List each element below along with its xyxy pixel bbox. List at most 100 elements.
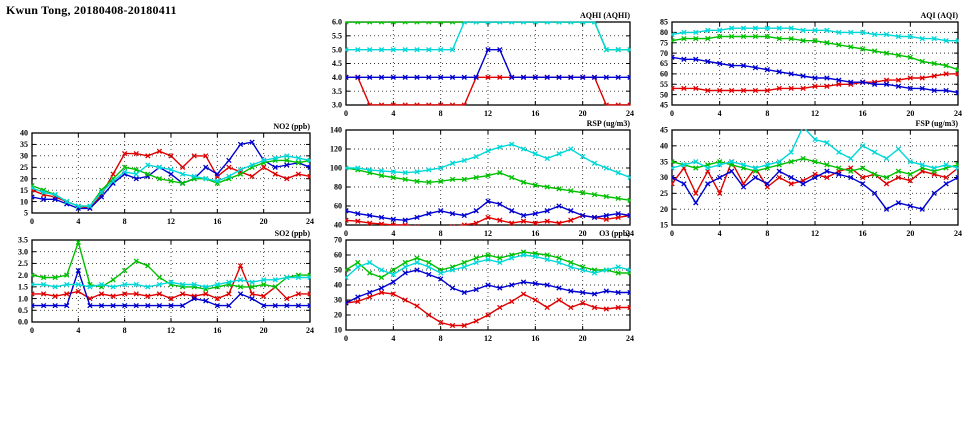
svg-text:3.5: 3.5 bbox=[332, 87, 342, 96]
svg-text:40: 40 bbox=[334, 281, 342, 290]
svg-text:80: 80 bbox=[660, 28, 668, 37]
svg-text:20: 20 bbox=[579, 334, 587, 343]
svg-text:24: 24 bbox=[626, 109, 634, 118]
svg-text:60: 60 bbox=[660, 70, 668, 79]
svg-text:10: 10 bbox=[20, 197, 28, 206]
svg-text:8: 8 bbox=[123, 217, 127, 226]
svg-text:0: 0 bbox=[30, 326, 34, 335]
svg-text:20: 20 bbox=[260, 326, 268, 335]
svg-text:3.0: 3.0 bbox=[332, 101, 342, 110]
svg-text:24: 24 bbox=[626, 334, 634, 343]
svg-text:20: 20 bbox=[334, 311, 342, 320]
svg-text:30: 30 bbox=[20, 152, 28, 161]
svg-text:12: 12 bbox=[167, 217, 175, 226]
svg-text:30: 30 bbox=[334, 296, 342, 305]
svg-text:4.5: 4.5 bbox=[332, 59, 342, 68]
fsp-chart: 15 20 25 30 35 40 45 0 4 8 12 16 20 24 FSP (ug/m3) bbox=[642, 116, 964, 243]
fsp-plot: 15 20 25 30 35 40 45 0 4 8 12 16 20 24 FSP (ug/m3) bbox=[660, 119, 962, 238]
svg-text:4: 4 bbox=[391, 229, 395, 238]
svg-text:16: 16 bbox=[531, 334, 539, 343]
svg-text:5.5: 5.5 bbox=[332, 32, 342, 41]
svg-text:0: 0 bbox=[344, 334, 348, 343]
svg-text:120: 120 bbox=[330, 145, 342, 154]
svg-text:50: 50 bbox=[334, 266, 342, 275]
svg-text:15: 15 bbox=[660, 221, 668, 230]
svg-text:75: 75 bbox=[660, 38, 668, 47]
svg-text:5: 5 bbox=[24, 209, 28, 218]
svg-text:0: 0 bbox=[344, 229, 348, 238]
svg-text:8: 8 bbox=[765, 109, 769, 118]
svg-text:35: 35 bbox=[20, 140, 28, 149]
svg-text:12: 12 bbox=[811, 229, 819, 238]
svg-text:20: 20 bbox=[260, 217, 268, 226]
svg-text:70: 70 bbox=[660, 49, 668, 58]
svg-text:20: 20 bbox=[906, 229, 914, 238]
so2-chart: 0.0 0.5 1.0 1.5 2.0 2.5 3.0 3.5 0 4 8 12 16 20 24 SO2 (… bbox=[2, 226, 316, 340]
svg-text:80: 80 bbox=[334, 183, 342, 192]
svg-text:3.5: 3.5 bbox=[18, 236, 28, 245]
page-title: Kwun Tong, 20180408-20180411 bbox=[6, 3, 177, 17]
svg-text:55: 55 bbox=[660, 80, 668, 89]
svg-text:12: 12 bbox=[811, 109, 819, 118]
svg-text:10: 10 bbox=[334, 326, 342, 335]
svg-text:5.0: 5.0 bbox=[332, 45, 342, 54]
no2-plot: 5 10 15 20 25 30 35 40 0 4 8 12 16 20 24 NO2 (ppb) bbox=[20, 122, 314, 226]
svg-text:25: 25 bbox=[20, 163, 28, 172]
svg-text:0: 0 bbox=[670, 229, 674, 238]
svg-text:4: 4 bbox=[391, 109, 395, 118]
svg-text:40: 40 bbox=[334, 221, 342, 230]
svg-text:2.5: 2.5 bbox=[18, 259, 28, 268]
svg-text:4: 4 bbox=[718, 229, 722, 238]
svg-text:65: 65 bbox=[660, 59, 668, 68]
svg-text:1.5: 1.5 bbox=[18, 283, 28, 292]
svg-text:0: 0 bbox=[670, 109, 674, 118]
svg-text:60: 60 bbox=[334, 202, 342, 211]
svg-text:100: 100 bbox=[330, 164, 342, 173]
svg-text:40: 40 bbox=[660, 142, 668, 151]
svg-text:25: 25 bbox=[660, 189, 668, 198]
rsp-plot: 40 60 80 100 120 140 0 4 8 12 16 20 24 RSP (ug/m3) bbox=[330, 119, 634, 238]
svg-text:85: 85 bbox=[660, 18, 668, 27]
svg-text:24: 24 bbox=[306, 217, 314, 226]
svg-text:140: 140 bbox=[330, 126, 342, 135]
svg-text:4: 4 bbox=[76, 217, 80, 226]
svg-text:16: 16 bbox=[531, 109, 539, 118]
svg-text:16: 16 bbox=[213, 217, 221, 226]
svg-text:0.0: 0.0 bbox=[18, 318, 28, 327]
svg-text:12: 12 bbox=[484, 109, 492, 118]
svg-text:8: 8 bbox=[439, 334, 443, 343]
svg-text:SO2 (ppb): SO2 (ppb) bbox=[275, 229, 311, 238]
aqi-chart: 45 50 55 60 65 70 75 80 85 0 4 8 12 16 20 24 AQI (AQI) bbox=[642, 8, 964, 123]
svg-text:70: 70 bbox=[334, 236, 342, 245]
svg-text:60: 60 bbox=[334, 251, 342, 260]
svg-text:15: 15 bbox=[20, 186, 28, 195]
svg-text:20: 20 bbox=[660, 205, 668, 214]
svg-text:3.0: 3.0 bbox=[18, 247, 28, 256]
svg-text:8: 8 bbox=[439, 229, 443, 238]
svg-text:FSP (ug/m3): FSP (ug/m3) bbox=[916, 119, 959, 128]
svg-text:12: 12 bbox=[484, 334, 492, 343]
svg-text:24: 24 bbox=[954, 229, 962, 238]
aqhi-chart: 3.0 3.5 4.0 4.5 5.0 5.5 6.0 0 4 8 12 16 20 24 AQHI (AQ… bbox=[316, 8, 636, 123]
svg-text:20: 20 bbox=[20, 174, 28, 183]
svg-text:1.0: 1.0 bbox=[18, 294, 28, 303]
svg-text:8: 8 bbox=[765, 229, 769, 238]
svg-text:O3 (ppb): O3 (ppb) bbox=[599, 229, 630, 238]
svg-text:4.0: 4.0 bbox=[332, 73, 342, 82]
rsp-chart: 40 60 80 100 120 140 0 4 8 12 16 20 24 RSP (ug/m3) bbox=[316, 116, 636, 243]
svg-text:24: 24 bbox=[306, 326, 314, 335]
svg-text:AQHI (AQHI): AQHI (AQHI) bbox=[580, 11, 630, 20]
svg-text:NO2 (ppb): NO2 (ppb) bbox=[273, 122, 310, 131]
svg-text:4: 4 bbox=[76, 326, 80, 335]
svg-text:0.5: 0.5 bbox=[18, 306, 28, 315]
svg-text:12: 12 bbox=[167, 326, 175, 335]
svg-text:4: 4 bbox=[391, 334, 395, 343]
svg-text:16: 16 bbox=[213, 326, 221, 335]
svg-text:40: 40 bbox=[20, 129, 28, 138]
svg-text:24: 24 bbox=[626, 229, 634, 238]
aqhi-plot: 3.0 3.5 4.0 4.5 5.0 5.5 6.0 0 4 8 12 16 20 24 AQHI (AQ… bbox=[332, 11, 634, 118]
svg-text:16: 16 bbox=[859, 109, 867, 118]
